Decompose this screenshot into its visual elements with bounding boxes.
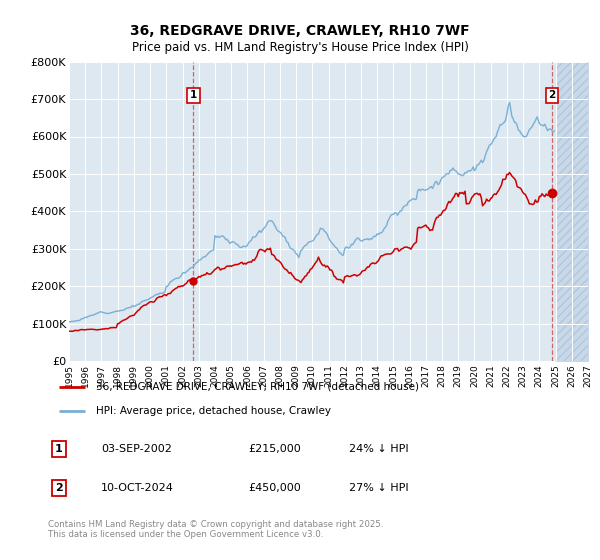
Text: 24% ↓ HPI: 24% ↓ HPI — [349, 444, 409, 454]
Text: 36, REDGRAVE DRIVE, CRAWLEY, RH10 7WF: 36, REDGRAVE DRIVE, CRAWLEY, RH10 7WF — [130, 24, 470, 38]
Text: 10-OCT-2024: 10-OCT-2024 — [101, 483, 173, 493]
Text: 1: 1 — [190, 90, 197, 100]
Text: £215,000: £215,000 — [248, 444, 301, 454]
Text: 2: 2 — [55, 483, 62, 493]
Text: 03-SEP-2002: 03-SEP-2002 — [101, 444, 172, 454]
Text: 27% ↓ HPI: 27% ↓ HPI — [349, 483, 409, 493]
Text: 2: 2 — [548, 90, 556, 100]
Text: Contains HM Land Registry data © Crown copyright and database right 2025.
This d: Contains HM Land Registry data © Crown c… — [48, 520, 383, 539]
Text: 1: 1 — [55, 444, 62, 454]
Text: HPI: Average price, detached house, Crawley: HPI: Average price, detached house, Craw… — [95, 406, 331, 416]
Text: 36, REDGRAVE DRIVE, CRAWLEY, RH10 7WF (detached house): 36, REDGRAVE DRIVE, CRAWLEY, RH10 7WF (d… — [95, 382, 419, 392]
Text: Price paid vs. HM Land Registry's House Price Index (HPI): Price paid vs. HM Land Registry's House … — [131, 41, 469, 54]
Text: £450,000: £450,000 — [248, 483, 301, 493]
Bar — [556, 62, 588, 361]
